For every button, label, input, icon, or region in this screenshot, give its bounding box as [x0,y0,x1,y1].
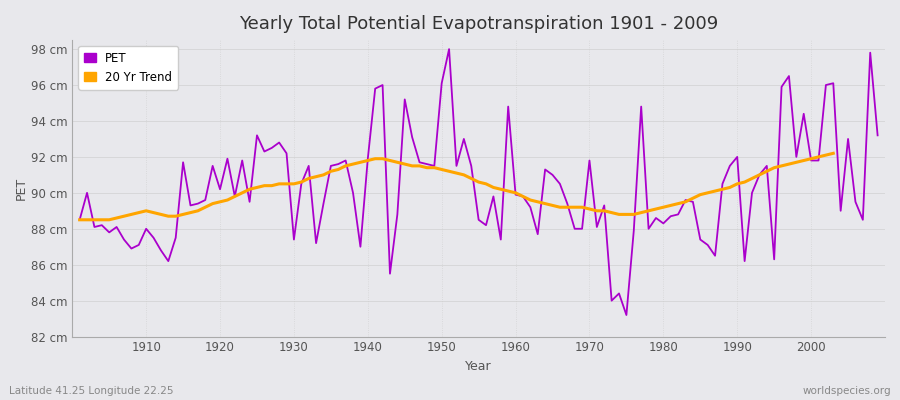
Legend: PET, 20 Yr Trend: PET, 20 Yr Trend [78,46,178,90]
X-axis label: Year: Year [465,360,492,373]
Text: Latitude 41.25 Longitude 22.25: Latitude 41.25 Longitude 22.25 [9,386,174,396]
Y-axis label: PET: PET [15,177,28,200]
Text: worldspecies.org: worldspecies.org [803,386,891,396]
Title: Yearly Total Potential Evapotranspiration 1901 - 2009: Yearly Total Potential Evapotranspiratio… [239,15,718,33]
